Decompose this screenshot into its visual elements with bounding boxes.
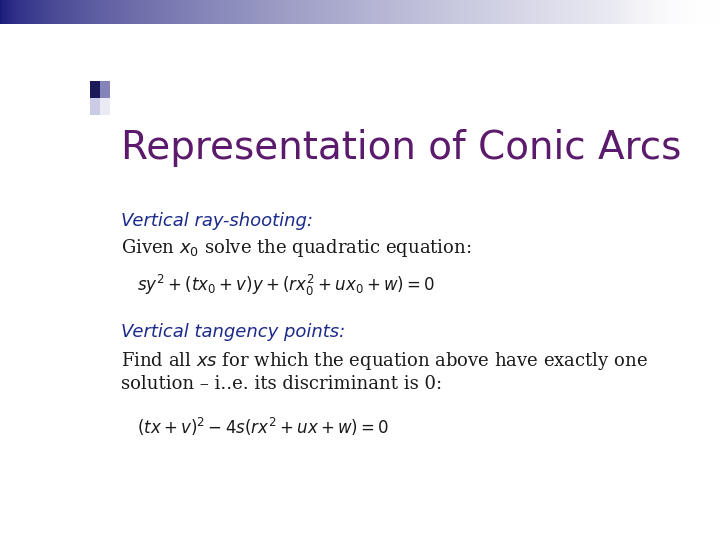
Text: $(tx + v)^2 - 4s(rx^2 + ux + w) = 0$: $(tx + v)^2 - 4s(rx^2 + ux + w) = 0$ bbox=[138, 416, 390, 438]
Bar bbox=[100, 82, 110, 98]
Bar bbox=[90, 82, 100, 98]
Text: Vertical tangency points:: Vertical tangency points: bbox=[121, 322, 345, 341]
Bar bbox=[90, 98, 100, 114]
Text: $sy^2 + (tx_0 + v)y + (rx_0^2 + ux_0 + w) = 0$: $sy^2 + (tx_0 + v)y + (rx_0^2 + ux_0 + w… bbox=[138, 273, 436, 298]
Text: Vertical ray-shooting:: Vertical ray-shooting: bbox=[121, 212, 312, 231]
Text: Find all $xs$ for which the equation above have exactly one: Find all $xs$ for which the equation abo… bbox=[121, 349, 647, 372]
Bar bbox=[100, 98, 110, 114]
Text: Representation of Conic Arcs: Representation of Conic Arcs bbox=[121, 129, 681, 167]
Text: solution – i..e. its discriminant is 0:: solution – i..e. its discriminant is 0: bbox=[121, 375, 442, 393]
Text: Given $x_0$ solve the quadratic equation:: Given $x_0$ solve the quadratic equation… bbox=[121, 238, 471, 259]
